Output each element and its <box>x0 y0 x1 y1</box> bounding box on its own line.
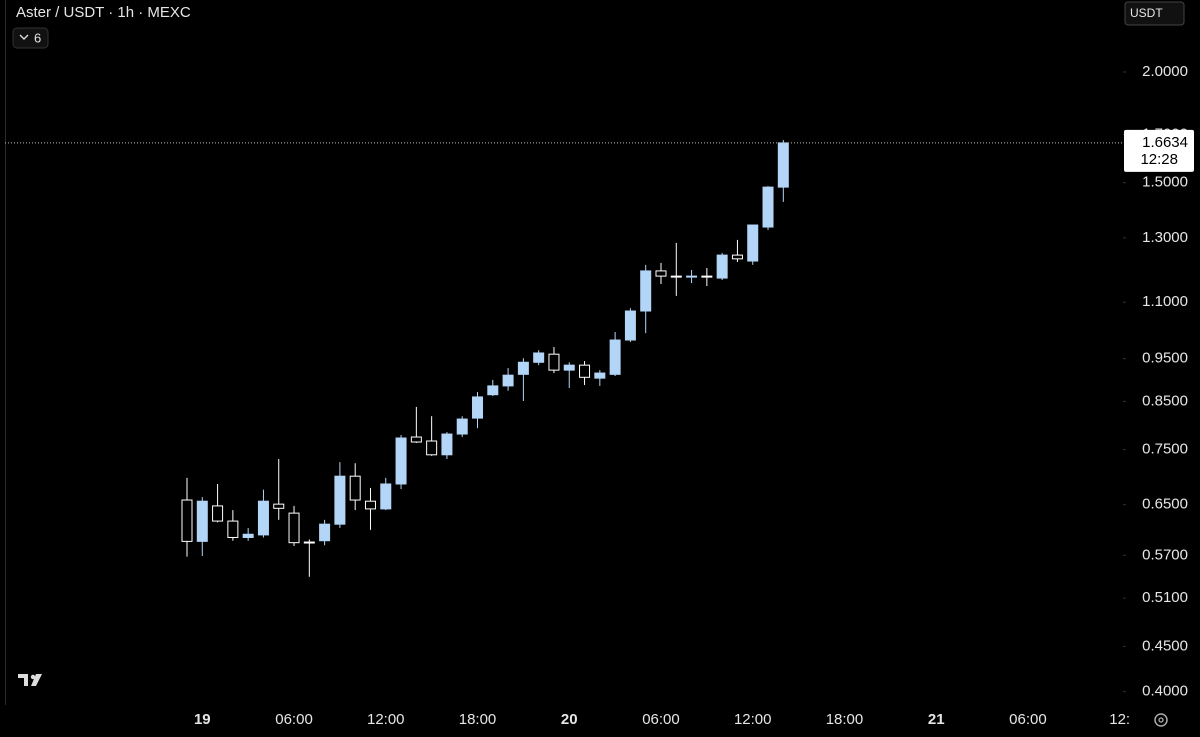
candle-body <box>487 385 499 396</box>
last-price-label: 1.6634 <box>1142 134 1188 151</box>
candle-body <box>686 275 698 278</box>
y-tick-label: 0.7500 <box>1142 441 1188 458</box>
candle-body <box>716 254 728 279</box>
y-tick-label: 0.6500 <box>1142 496 1188 513</box>
countdown-label: 12:28 <box>1140 151 1178 168</box>
x-tick-label: 12:00 <box>734 711 772 728</box>
candle-body <box>548 353 560 371</box>
candle-body <box>517 361 529 375</box>
candle-body <box>227 520 239 538</box>
candle-body <box>655 270 667 277</box>
candle-body <box>777 142 789 188</box>
candle-body <box>747 224 759 262</box>
candle-body <box>257 500 269 536</box>
candle-body <box>242 533 254 538</box>
candle-body <box>426 440 438 456</box>
x-tick-label: 18:00 <box>459 711 497 728</box>
candle-body <box>640 270 652 312</box>
y-tick-label: 1.3000 <box>1142 229 1188 246</box>
currency-button[interactable] <box>1124 1 1185 26</box>
y-tick-label: 0.4500 <box>1142 637 1188 654</box>
candle-body <box>670 275 682 278</box>
candle-body <box>303 541 315 544</box>
candle-body <box>472 396 484 419</box>
y-tick-label: 1.5000 <box>1142 174 1188 191</box>
candle-body <box>441 433 453 456</box>
candle-body <box>579 364 591 378</box>
candle-body <box>273 503 285 509</box>
y-tick-label: 0.8500 <box>1142 392 1188 409</box>
y-tick-label: 0.5100 <box>1142 589 1188 606</box>
gear-ring <box>1154 713 1168 727</box>
x-tick-label: 06:00 <box>275 711 313 728</box>
candle-body <box>533 352 545 363</box>
candle-body <box>410 436 422 443</box>
candle-body <box>731 254 743 260</box>
x-tick-label: 12:00 <box>367 711 405 728</box>
x-tick-label: 06:00 <box>1009 711 1047 728</box>
y-tick-label: 0.9500 <box>1142 350 1188 367</box>
last-price-box <box>1124 129 1194 172</box>
candle-body <box>380 483 392 510</box>
candle-body <box>624 310 636 341</box>
candle-body <box>349 475 361 501</box>
x-tick-label: 18:00 <box>826 711 864 728</box>
candle-body <box>196 500 208 542</box>
candle-body <box>563 364 575 371</box>
y-tick-label: 2.0000 <box>1142 63 1188 80</box>
y-tick-label: 0.5700 <box>1142 546 1188 563</box>
candle-body <box>288 512 300 544</box>
x-tick-label: 06:00 <box>642 711 680 728</box>
candle-body <box>212 505 224 522</box>
candle-body <box>395 437 407 485</box>
tv-logo <box>18 674 42 686</box>
indicator-count: 6 <box>34 30 41 45</box>
candle-body <box>456 418 468 435</box>
logo-part <box>18 674 28 686</box>
candle-body <box>609 339 621 375</box>
candle-body <box>334 475 346 525</box>
y-tick-label: 0.4000 <box>1142 683 1188 700</box>
currency-label: USDT <box>1130 6 1163 20</box>
gear-hub <box>1158 717 1164 723</box>
chevron-icon <box>19 34 29 40</box>
y-tick-label: 1.1000 <box>1142 293 1188 310</box>
indicator-toggle[interactable] <box>12 27 49 49</box>
candle-body <box>502 374 514 387</box>
chart-title: Aster / USDT · 1h · MEXC <box>16 4 191 21</box>
settings-icon[interactable] <box>1154 713 1168 727</box>
plot-area <box>5 140 1123 577</box>
x-tick-label: 19 <box>194 711 211 728</box>
x-tick-label: 12: <box>1109 711 1130 728</box>
candle-body <box>701 275 713 278</box>
candle-body <box>594 372 606 379</box>
x-tick-label: 21 <box>928 711 945 728</box>
candle-body <box>762 186 774 228</box>
candle-body <box>319 523 331 542</box>
x-tick-label: 20 <box>561 711 578 728</box>
logo-part <box>31 674 42 686</box>
candle-body <box>181 499 193 542</box>
logo-part <box>30 674 36 680</box>
candle-body <box>364 500 376 510</box>
